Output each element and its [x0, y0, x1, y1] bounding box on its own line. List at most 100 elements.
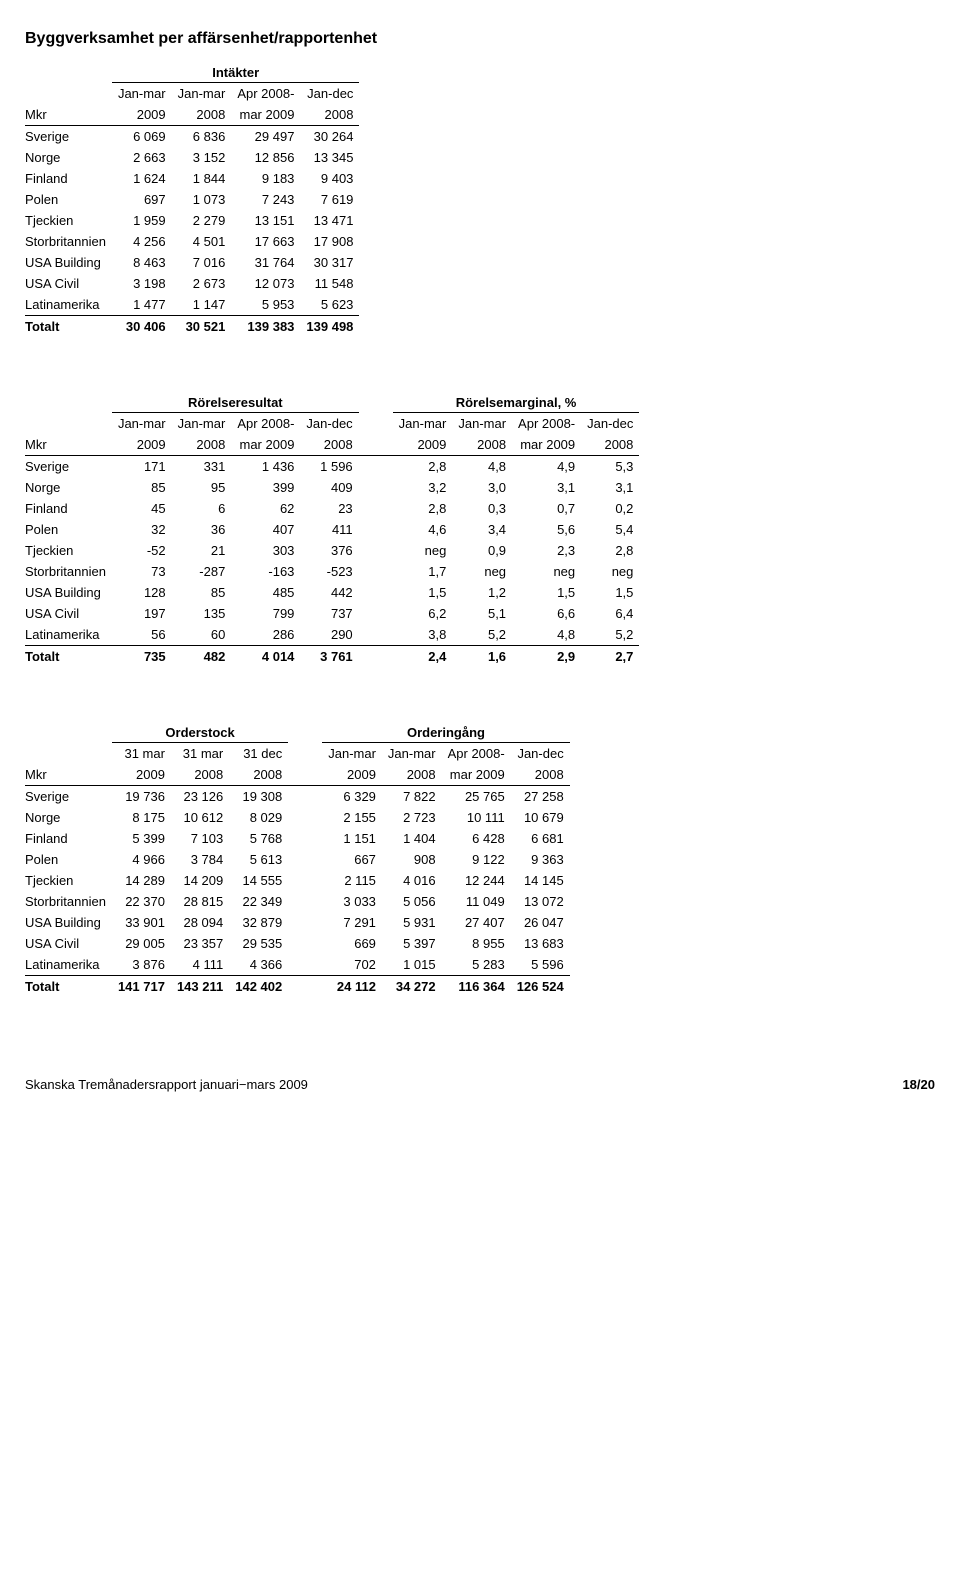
- row-label: USA Civil: [25, 603, 112, 624]
- cell: 4 016: [382, 870, 442, 891]
- cell: 60: [172, 624, 232, 646]
- cell: 11 049: [442, 891, 511, 912]
- row-label: Polen: [25, 189, 112, 210]
- cell: 14 289: [112, 870, 171, 891]
- table-row: Storbritannien4 2564 50117 66317 908: [25, 231, 359, 252]
- row-label: Storbritannien: [25, 231, 112, 252]
- cell: 2 663: [112, 147, 172, 168]
- table-row: Sverige1713311 4361 5962,84,84,95,3: [25, 456, 639, 478]
- cell: -52: [112, 540, 172, 561]
- cell: 1 477: [112, 294, 172, 316]
- cell: 19 736: [112, 786, 171, 808]
- rorelse-table-wrap: Rörelseresultat Rörelsemarginal, % Jan-m…: [25, 392, 935, 667]
- cell: 5 613: [229, 849, 288, 870]
- cell: 36: [172, 519, 232, 540]
- cell: 21: [172, 540, 232, 561]
- cell: 3,1: [512, 477, 581, 498]
- cell: 7 822: [382, 786, 442, 808]
- cell: 3 784: [171, 849, 229, 870]
- cell: 1,5: [512, 582, 581, 603]
- cell: 7 291: [322, 912, 382, 933]
- cell: 7 103: [171, 828, 229, 849]
- cell: 376: [300, 540, 358, 561]
- cell: 135: [172, 603, 232, 624]
- cell: 5 623: [300, 294, 359, 316]
- cell: 4 966: [112, 849, 171, 870]
- cell: 2 723: [382, 807, 442, 828]
- mkr-label: Mkr: [25, 434, 112, 456]
- cell: 0,3: [452, 498, 512, 519]
- cell: 26 047: [511, 912, 570, 933]
- cell: neg: [452, 561, 512, 582]
- table-row: Tjeckien-5221303376neg0,92,32,8: [25, 540, 639, 561]
- cell: 9 183: [231, 168, 300, 189]
- cell: 697: [112, 189, 172, 210]
- cell: 29 005: [112, 933, 171, 954]
- cell: 1 015: [382, 954, 442, 976]
- cell: 3,2: [393, 477, 453, 498]
- cell: 8 955: [442, 933, 511, 954]
- rorelse-table: Rörelseresultat Rörelsemarginal, % Jan-m…: [25, 392, 639, 667]
- cell: 9 122: [442, 849, 511, 870]
- cell: 0,7: [512, 498, 581, 519]
- row-label: Sverige: [25, 456, 112, 478]
- row-label: Latinamerika: [25, 624, 112, 646]
- table-row: USA Civil29 00523 35729 5356695 3978 955…: [25, 933, 570, 954]
- table-row: Latinamerika1 4771 1475 9535 623: [25, 294, 359, 316]
- cell: 27 407: [442, 912, 511, 933]
- table-row: Norge85953994093,23,03,13,1: [25, 477, 639, 498]
- row-label: USA Building: [25, 582, 112, 603]
- rorelseresultat-header: Rörelseresultat: [112, 392, 359, 413]
- cell: 4 256: [112, 231, 172, 252]
- table-row: USA Building128854854421,51,21,51,5: [25, 582, 639, 603]
- table-row: Polen32364074114,63,45,65,4: [25, 519, 639, 540]
- row-label: Tjeckien: [25, 870, 112, 891]
- cell: 29 535: [229, 933, 288, 954]
- cell: 407: [231, 519, 300, 540]
- cell: 25 765: [442, 786, 511, 808]
- row-label: USA Civil: [25, 933, 112, 954]
- row-label: Norge: [25, 147, 112, 168]
- cell: 5 931: [382, 912, 442, 933]
- cell: 8 175: [112, 807, 171, 828]
- cell: 62: [231, 498, 300, 519]
- cell: 411: [300, 519, 358, 540]
- cell: 10 679: [511, 807, 570, 828]
- cell: 1 073: [172, 189, 232, 210]
- cell: 10 111: [442, 807, 511, 828]
- cell: 6,6: [512, 603, 581, 624]
- page-footer: Skanska Tremånadersrapport januari−mars …: [25, 1077, 935, 1092]
- cell: 2 155: [322, 807, 382, 828]
- cell: 9 403: [300, 168, 359, 189]
- cell: 4 501: [172, 231, 232, 252]
- table-row: Storbritannien73-287-163-5231,7negnegneg: [25, 561, 639, 582]
- cell: 5 596: [511, 954, 570, 976]
- cell: neg: [512, 561, 581, 582]
- table-row: USA Civil3 1982 67312 07311 548: [25, 273, 359, 294]
- page-title: Byggverksamhet per affärsenhet/rapporten…: [25, 30, 935, 48]
- cell: 17 663: [231, 231, 300, 252]
- table-row: Norge2 6633 15212 85613 345: [25, 147, 359, 168]
- cell: 2 115: [322, 870, 382, 891]
- table-row: USA Civil1971357997376,25,16,66,4: [25, 603, 639, 624]
- table-row: Norge8 17510 6128 0292 1552 72310 11110 …: [25, 807, 570, 828]
- cell: 23: [300, 498, 358, 519]
- table-row: Latinamerika56602862903,85,24,85,2: [25, 624, 639, 646]
- row-label: Finland: [25, 828, 112, 849]
- total-label: Totalt: [25, 976, 112, 998]
- row-label: Tjeckien: [25, 540, 112, 561]
- row-label: Finland: [25, 498, 112, 519]
- table-row: Finland5 3997 1035 7681 1511 4046 4286 6…: [25, 828, 570, 849]
- intakter-group-header: Intäkter: [112, 62, 359, 83]
- cell: 3 033: [322, 891, 382, 912]
- cell: 303: [231, 540, 300, 561]
- cell: 22 349: [229, 891, 288, 912]
- cell: 908: [382, 849, 442, 870]
- table-row: USA Building8 4637 01631 76430 317: [25, 252, 359, 273]
- cell: 399: [231, 477, 300, 498]
- cell: 286: [231, 624, 300, 646]
- cell: 5 399: [112, 828, 171, 849]
- cell: 197: [112, 603, 172, 624]
- row-label: Latinamerika: [25, 294, 112, 316]
- cell: -163: [231, 561, 300, 582]
